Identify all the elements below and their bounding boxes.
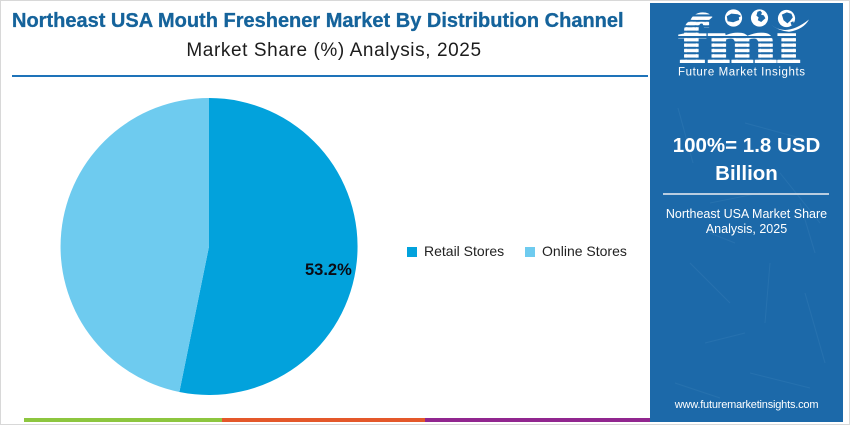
svg-text:Future Market Insights: Future Market Insights <box>678 67 806 79</box>
